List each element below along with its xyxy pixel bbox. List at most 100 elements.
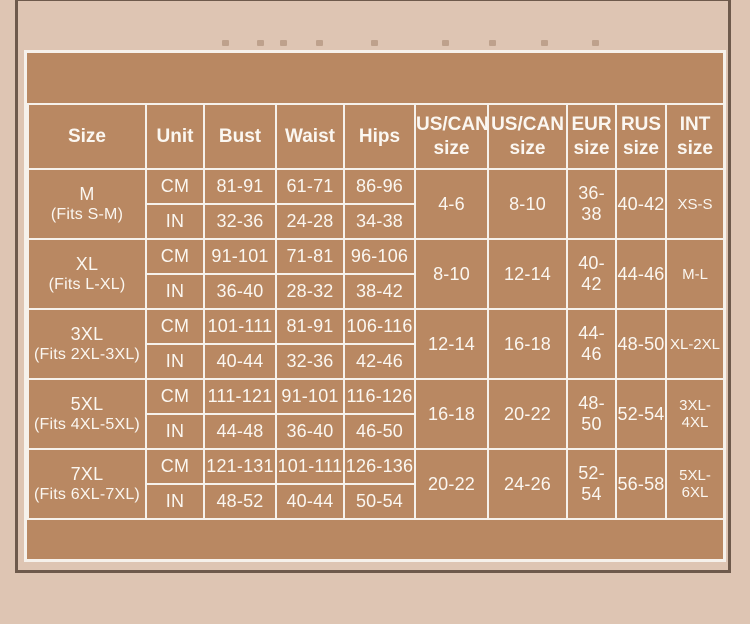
decorative-frame (15, 0, 731, 573)
cropped-text-remnant (489, 40, 496, 46)
cell-waist-in: 36-40 (275, 413, 345, 450)
size-label: 5XL (Fits 4XL-5XL) (27, 378, 147, 450)
size-name: XL (75, 253, 99, 274)
header-size: Size (27, 103, 147, 170)
header-row: Size Unit Bust Waist Hips US/CAN size US… (27, 103, 725, 170)
cell-hips-cm: 116-126 (343, 378, 416, 415)
size-name: M (79, 183, 95, 204)
unit-in: IN (145, 343, 205, 380)
cell-waist-cm: 81-91 (275, 308, 345, 345)
cell-rus: 44-46 (615, 238, 667, 310)
size-fits: (Fits L-XL) (48, 276, 126, 294)
header-unit: Unit (145, 103, 205, 170)
cell-eur: 44-46 (566, 308, 617, 380)
unit-in: IN (145, 273, 205, 310)
cell-int: 3XL-4XL (665, 378, 725, 450)
cell-bust-in: 40-44 (203, 343, 277, 380)
table-row: IN 40-44 32-36 42-46 (28, 343, 724, 380)
header-rus-size: RUS size (615, 103, 667, 170)
cell-int: M-L (665, 238, 725, 310)
cell-us-can-2: 16-18 (487, 308, 568, 380)
header-hips: Hips (343, 103, 416, 170)
cell-waist-in: 32-36 (275, 343, 345, 380)
unit-in: IN (145, 413, 205, 450)
cell-rus: 56-58 (615, 448, 667, 520)
unit-in: IN (145, 203, 205, 240)
cell-bust-in: 32-36 (203, 203, 277, 240)
table-row: 7XL (Fits 6XL-7XL) CM 121-131 101-111 12… (27, 448, 725, 520)
size-fits: (Fits 2XL-3XL) (34, 346, 140, 364)
cell-hips-in: 46-50 (343, 413, 416, 450)
table-row: IN 44-48 36-40 46-50 (28, 413, 724, 450)
cell-eur: 48-50 (566, 378, 617, 450)
cell-waist-cm: 61-71 (275, 168, 345, 205)
cell-us-can-2: 12-14 (487, 238, 568, 310)
cell-eur: 36-38 (566, 168, 617, 240)
cell-eur: 40-42 (566, 238, 617, 310)
table-row: M (Fits S-M) CM 81-91 61-71 86-96 4-6 8-… (27, 168, 725, 240)
cell-waist-in: 24-28 (275, 203, 345, 240)
cell-us-can-1: 20-22 (414, 448, 489, 520)
size-chart-panel: Size Unit Bust Waist Hips US/CAN size US… (24, 50, 726, 562)
cropped-text-remnant (257, 40, 264, 46)
cell-waist-cm: 91-101 (275, 378, 345, 415)
cell-hips-cm: 126-136 (343, 448, 416, 485)
cell-rus: 40-42 (615, 168, 667, 240)
cell-rus: 52-54 (615, 378, 667, 450)
unit-cm: CM (145, 448, 205, 485)
cell-eur: 52-54 (566, 448, 617, 520)
cell-hips-in: 42-46 (343, 343, 416, 380)
cell-us-can-2: 8-10 (487, 168, 568, 240)
cell-us-can-2: 24-26 (487, 448, 568, 520)
cell-us-can-1: 8-10 (414, 238, 489, 310)
cell-waist-cm: 101-111 (275, 448, 345, 485)
size-label: 7XL (Fits 6XL-7XL) (27, 448, 147, 520)
cropped-text-remnant (541, 40, 548, 46)
cell-hips-in: 38-42 (343, 273, 416, 310)
cell-us-can-1: 16-18 (414, 378, 489, 450)
header-us-can-size-1: US/CAN size (414, 103, 489, 170)
table-row: IN 32-36 24-28 34-38 (28, 203, 724, 240)
size-chart-table: Size Unit Bust Waist Hips US/CAN size US… (27, 103, 725, 520)
table-row: 5XL (Fits 4XL-5XL) CM 111-121 91-101 116… (27, 378, 725, 450)
size-name: 7XL (70, 463, 104, 484)
cropped-text-remnant (316, 40, 323, 46)
cell-us-can-1: 4-6 (414, 168, 489, 240)
cropped-text-remnant (371, 40, 378, 46)
header-bust: Bust (203, 103, 277, 170)
cell-hips-cm: 106-116 (343, 308, 416, 345)
cell-int: 5XL-6XL (665, 448, 725, 520)
cell-int: XS-S (665, 168, 725, 240)
size-label: M (Fits S-M) (27, 168, 147, 240)
cell-bust-cm: 111-121 (203, 378, 277, 415)
cell-bust-cm: 121-131 (203, 448, 277, 485)
cell-waist-in: 40-44 (275, 483, 345, 520)
unit-cm: CM (145, 308, 205, 345)
size-name: 3XL (70, 323, 104, 344)
cell-bust-in: 36-40 (203, 273, 277, 310)
cropped-text-remnant (592, 40, 599, 46)
cell-bust-in: 48-52 (203, 483, 277, 520)
unit-cm: CM (145, 238, 205, 275)
cell-bust-cm: 91-101 (203, 238, 277, 275)
unit-cm: CM (145, 168, 205, 205)
cell-hips-cm: 96-106 (343, 238, 416, 275)
cropped-text-remnant (280, 40, 287, 46)
cell-bust-cm: 81-91 (203, 168, 277, 205)
size-fits: (Fits S-M) (50, 206, 124, 224)
header-us-can-size-2: US/CAN size (487, 103, 568, 170)
cell-hips-in: 50-54 (343, 483, 416, 520)
header-eur-size: EUR size (566, 103, 617, 170)
size-label: XL (Fits L-XL) (27, 238, 147, 310)
table-row: IN 36-40 28-32 38-42 (28, 273, 724, 310)
cell-int: XL-2XL (665, 308, 725, 380)
cell-us-can-2: 20-22 (487, 378, 568, 450)
size-name: 5XL (70, 393, 104, 414)
header-int-size: INT size (665, 103, 725, 170)
header-waist: Waist (275, 103, 345, 170)
table-row: 3XL (Fits 2XL-3XL) CM 101-111 81-91 106-… (27, 308, 725, 380)
cropped-text-remnant (222, 40, 229, 46)
size-fits: (Fits 4XL-5XL) (34, 416, 140, 434)
table-row: IN 48-52 40-44 50-54 (28, 483, 724, 520)
table-row: XL (Fits L-XL) CM 91-101 71-81 96-106 8-… (27, 238, 725, 310)
